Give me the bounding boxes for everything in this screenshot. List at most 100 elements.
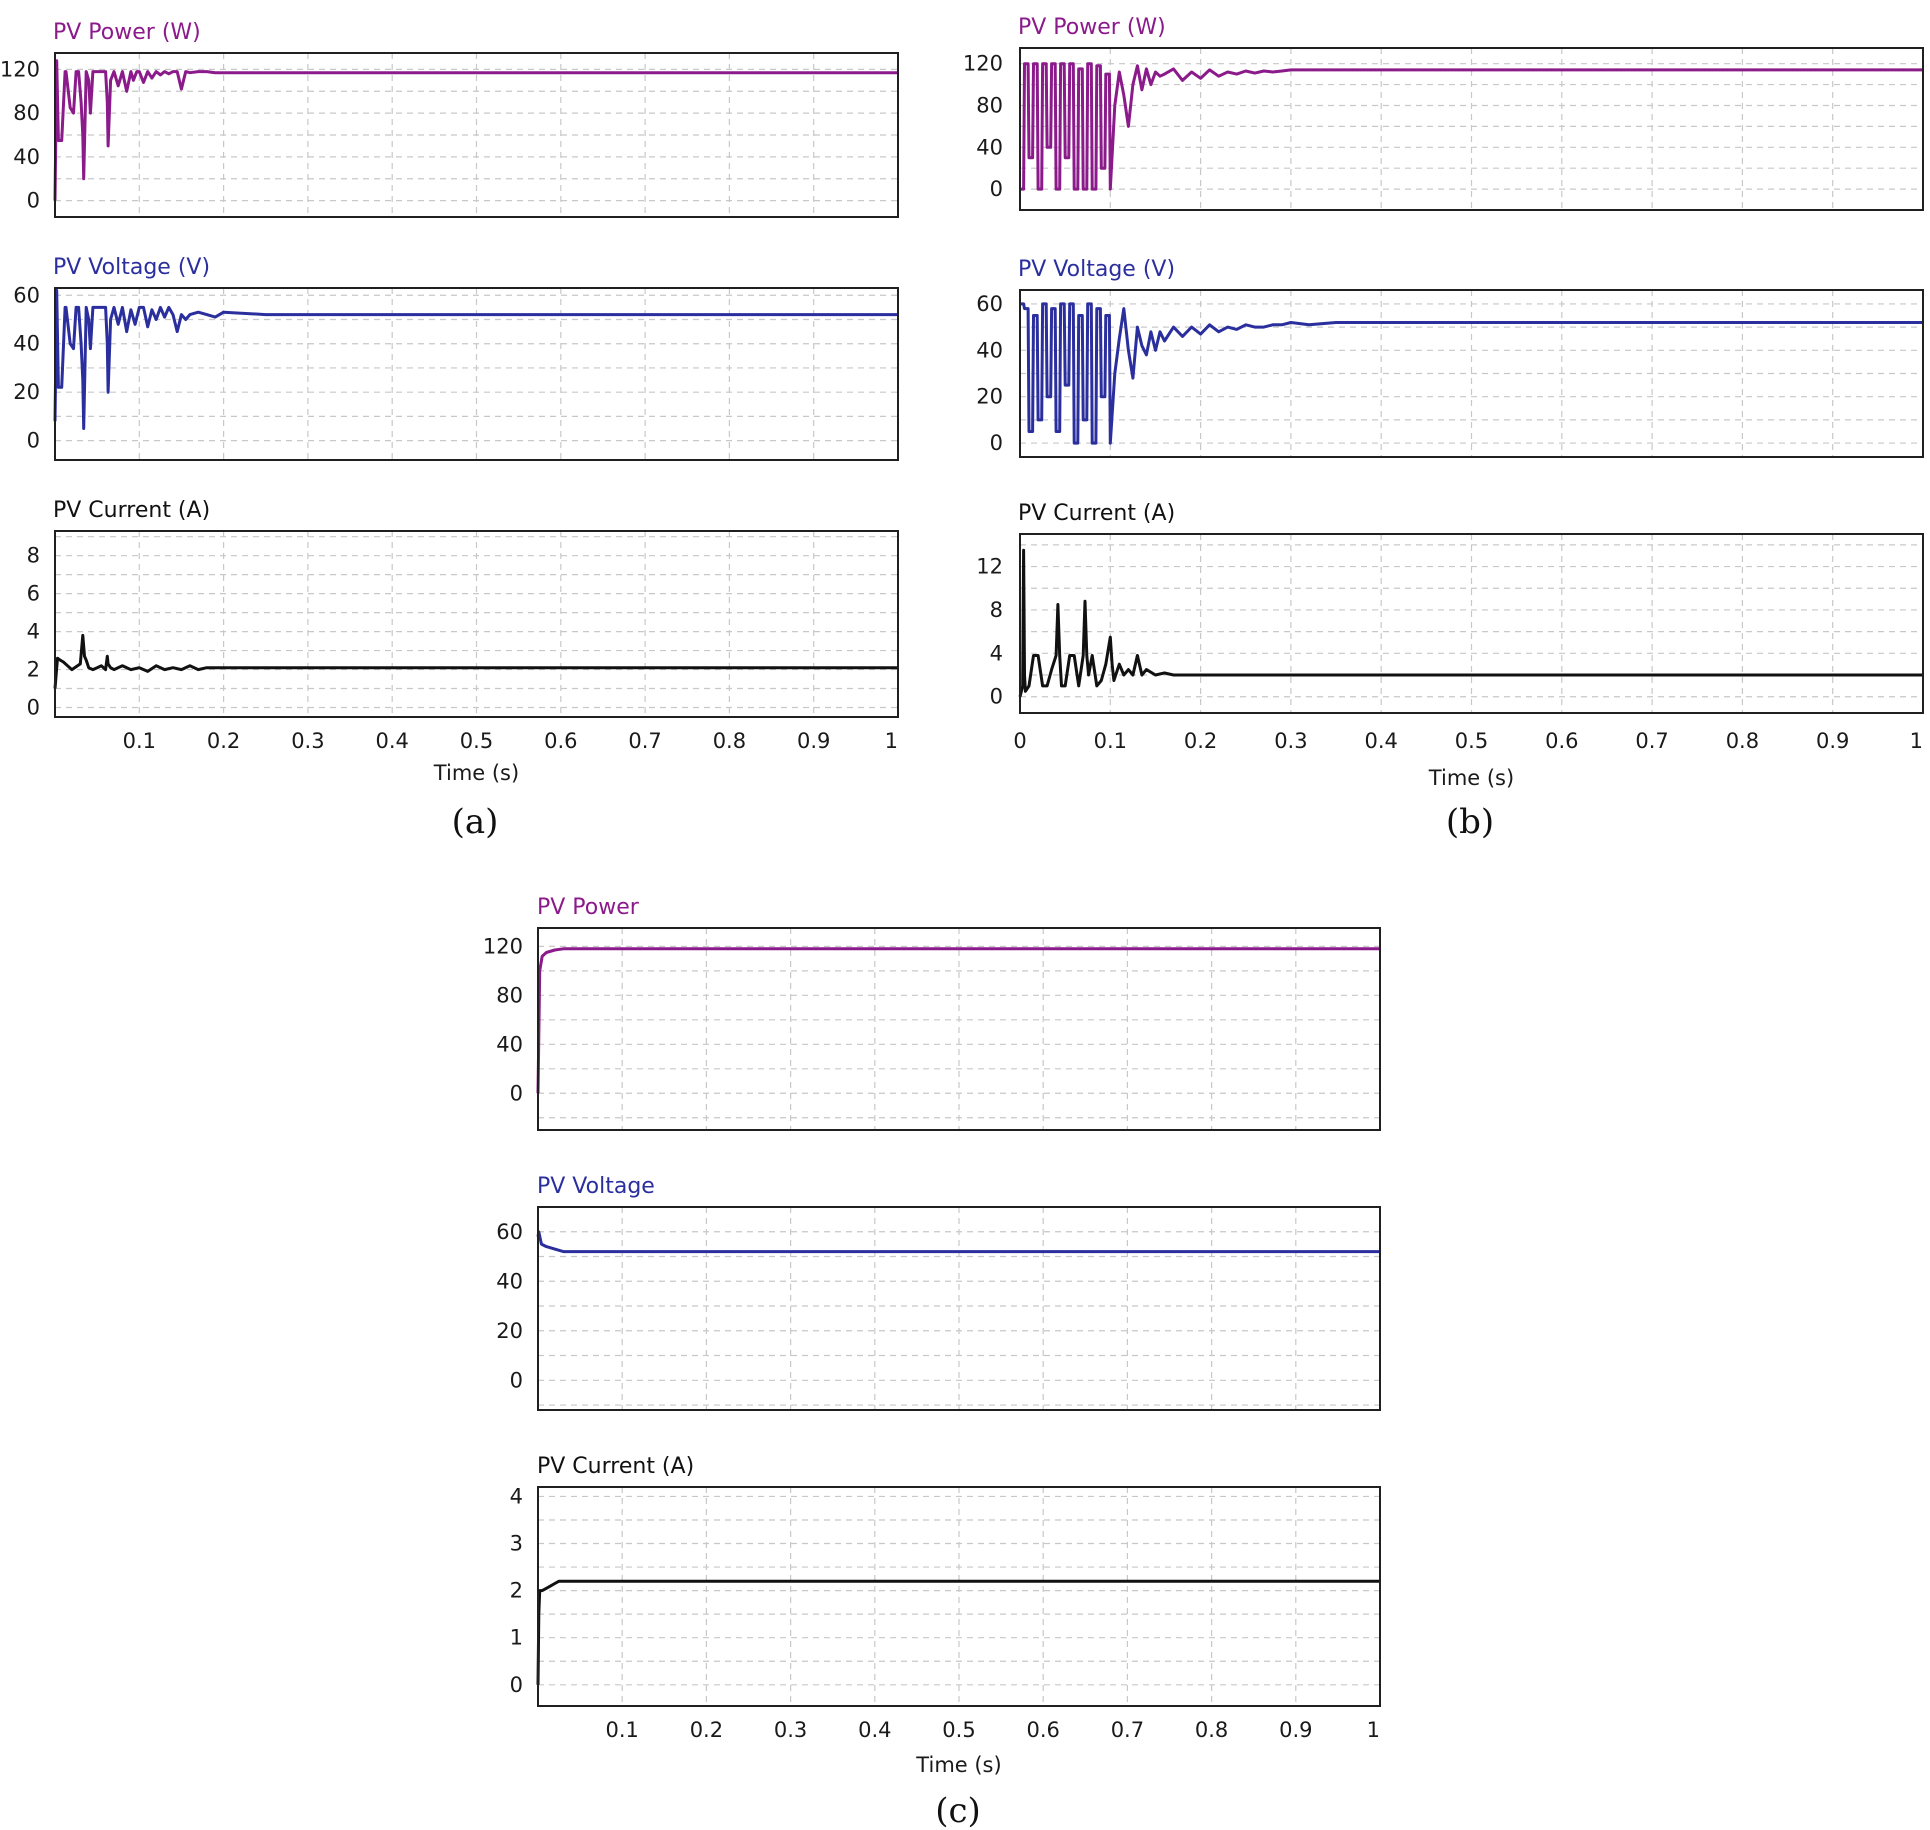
y-tick-label: 120 <box>483 934 523 958</box>
x-tick-label: 0.5 <box>460 729 493 753</box>
x-tick-label: 0.4 <box>375 729 408 753</box>
y-tick-label: 20 <box>13 380 40 404</box>
series-line-power <box>53 59 898 201</box>
x-tick-label: 0.2 <box>207 729 240 753</box>
x-tick-label: 0.1 <box>123 729 156 753</box>
y-tick-label: 40 <box>496 1269 523 1293</box>
y-tick-label: 20 <box>976 385 1003 409</box>
y-tick-label: 80 <box>13 101 40 125</box>
panel-c-voltage: PV Voltage 0 20 40 60 <box>496 1174 1381 1411</box>
y-tick-label: 40 <box>13 332 40 356</box>
y-tick-label: 0 <box>990 177 1003 201</box>
x-tick-label: 0.2 <box>1184 729 1217 753</box>
plot-frame <box>54 52 899 218</box>
y-tick-label: 80 <box>976 93 1003 117</box>
x-tick-label: 0.9 <box>1816 729 1849 753</box>
plot-frame <box>1019 289 1924 458</box>
x-tick-label: 0.7 <box>628 729 661 753</box>
x-tick-label: 0.8 <box>1195 1718 1228 1742</box>
x-tick-label: 0.4 <box>1364 729 1397 753</box>
y-tick-label: 40 <box>496 1032 523 1056</box>
y-tick-label: 0 <box>510 1368 523 1392</box>
plot-frame <box>54 287 899 461</box>
y-tick-label: 1 <box>510 1626 523 1650</box>
panel-title: PV Current (A) <box>1018 501 1175 526</box>
y-tick-label: 0 <box>510 1673 523 1697</box>
plot-frame <box>537 1206 1381 1411</box>
x-tick-label: 1 <box>885 729 898 753</box>
figure-caption: (a) <box>452 802 499 842</box>
x-tick-label: 0.5 <box>942 1718 975 1742</box>
x-tick-label: 0.6 <box>544 729 577 753</box>
x-tick-label: 0 <box>1013 729 1026 753</box>
x-tick-label: 0.3 <box>774 1718 807 1742</box>
y-tick-label: 40 <box>976 135 1003 159</box>
panel-title: PV Voltage (V) <box>1018 257 1175 282</box>
plot-frame <box>1019 47 1924 211</box>
x-tick-label: 0.3 <box>1274 729 1307 753</box>
y-tick-label: 0 <box>990 431 1003 455</box>
y-tick-label: 3 <box>510 1532 523 1556</box>
panel-title: PV Power (W) <box>53 20 201 45</box>
y-tick-label: 0 <box>27 696 40 720</box>
y-tick-label: 12 <box>976 555 1003 579</box>
panel-c-power: PV Power 0 40 80 120 <box>483 895 1381 1131</box>
y-tick-label: 60 <box>496 1220 523 1244</box>
y-tick-label: 8 <box>27 544 40 568</box>
x-tick-label: 0.8 <box>1726 729 1759 753</box>
y-tick-label: 6 <box>27 582 40 606</box>
y-tick-label: 40 <box>976 338 1003 362</box>
x-axis-label: Time (s) <box>915 1753 1001 1777</box>
x-tick-label: 0.1 <box>1094 729 1127 753</box>
panel-c-current: PV Current (A) 0 1 2 3 4 <box>510 1454 1381 1707</box>
y-tick-label: 8 <box>990 598 1003 622</box>
y-tick-label: 2 <box>27 658 40 682</box>
y-tick-label: 0 <box>27 429 40 453</box>
x-tick-label: 0.1 <box>605 1718 638 1742</box>
x-tick-label: 0.6 <box>1545 729 1578 753</box>
plot-frame <box>54 530 899 718</box>
x-tick-label: 0.6 <box>1026 1718 1059 1742</box>
x-tick-label: 0.9 <box>1279 1718 1312 1742</box>
y-tick-label: 80 <box>496 983 523 1007</box>
x-tick-label: 1 <box>1910 729 1923 753</box>
panel-a-current: PV Current (A) 0 2 4 6 8 <box>27 498 899 720</box>
y-tick-label: 0 <box>510 1081 523 1105</box>
panel-title: PV Current (A) <box>537 1454 694 1479</box>
series-line-current <box>536 1579 1380 1685</box>
x-tick-label: 0.8 <box>713 729 746 753</box>
y-tick-label: 40 <box>13 145 40 169</box>
panel-title: PV Power <box>537 895 640 920</box>
panel-a-power: PV Power (W) 0 40 80 120 <box>0 20 899 218</box>
panel-title: PV Voltage <box>537 1174 655 1199</box>
panel-title: PV Voltage (V) <box>53 255 210 280</box>
panel-b-voltage: PV Voltage (V) 0 20 40 60 <box>976 257 1924 458</box>
x-tick-label: 0.7 <box>1635 729 1668 753</box>
series-line-current <box>53 633 898 689</box>
series-line-voltage <box>53 288 898 430</box>
x-tick-label: 0.7 <box>1111 1718 1144 1742</box>
series-line-current <box>1018 548 1923 698</box>
x-tick-label: 0.3 <box>291 729 324 753</box>
plot-frame <box>537 927 1381 1131</box>
x-tick-label: 1 <box>1367 1718 1380 1742</box>
y-tick-label: 120 <box>963 52 1003 76</box>
y-tick-label: 4 <box>510 1484 523 1508</box>
x-tick-label: 0.4 <box>858 1718 891 1742</box>
y-tick-label: 120 <box>0 57 40 81</box>
y-tick-label: 0 <box>27 189 40 213</box>
x-tick-label: 0.2 <box>690 1718 723 1742</box>
y-tick-label: 0 <box>990 685 1003 709</box>
panel-b-power: PV Power (W) 0 40 80 120 <box>963 15 1924 211</box>
x-tick-label: 0.9 <box>797 729 830 753</box>
plot-frame <box>537 1486 1381 1707</box>
figure-caption: (c) <box>935 1791 981 1830</box>
panel-title: PV Current (A) <box>53 498 210 523</box>
y-tick-label: 2 <box>510 1579 523 1603</box>
series-line-power <box>1020 62 1923 191</box>
series-line-power <box>536 947 1380 1094</box>
